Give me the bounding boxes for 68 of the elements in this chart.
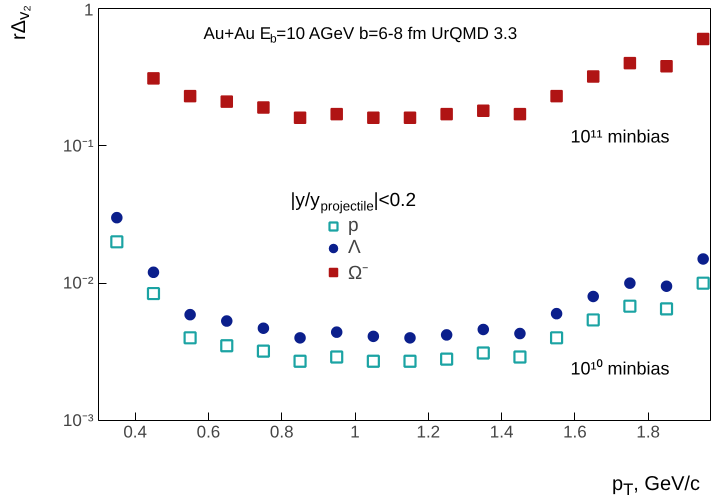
point xyxy=(330,108,343,120)
point xyxy=(368,330,380,342)
point xyxy=(696,276,710,290)
point xyxy=(257,101,270,114)
point xyxy=(366,354,380,368)
point xyxy=(404,332,416,344)
point xyxy=(294,332,306,344)
point xyxy=(256,344,270,358)
x-tick-label: 1.4 xyxy=(490,422,514,442)
point xyxy=(697,253,709,265)
point xyxy=(367,112,380,124)
point xyxy=(660,280,672,292)
point xyxy=(550,308,562,320)
point xyxy=(624,277,636,289)
annotation: 10¹¹ minbias xyxy=(570,126,670,146)
x-tick-label: 1.2 xyxy=(416,422,440,442)
x-axis-title: p$_{T}$, GeV/c xyxy=(612,472,700,499)
point xyxy=(110,235,124,248)
point xyxy=(221,315,233,327)
annotation: 10¹⁰ minbias xyxy=(570,358,670,378)
point xyxy=(184,308,196,320)
x-tick-label: 0.8 xyxy=(270,422,294,442)
point xyxy=(586,313,600,327)
point xyxy=(476,346,490,360)
point xyxy=(660,302,674,316)
point xyxy=(514,328,526,340)
point xyxy=(696,32,710,46)
point xyxy=(330,350,344,364)
point xyxy=(148,266,160,278)
y-tick-label: 1 xyxy=(84,0,94,20)
y-tick-label: 10⁻³ xyxy=(62,411,94,430)
point xyxy=(440,352,454,366)
x-tick-label: 1.8 xyxy=(636,422,660,442)
point xyxy=(294,112,306,124)
x-tick-label: 0.4 xyxy=(123,422,147,442)
x-tick-label: 1 xyxy=(350,422,360,442)
point xyxy=(220,95,234,108)
y-tick-label: 10⁻² xyxy=(62,274,94,293)
point xyxy=(623,300,636,313)
point xyxy=(477,104,490,118)
point xyxy=(147,72,160,85)
point xyxy=(513,350,527,364)
point xyxy=(478,324,490,336)
point xyxy=(220,339,234,352)
point xyxy=(184,90,196,102)
point xyxy=(330,326,342,338)
point xyxy=(403,354,417,368)
point xyxy=(440,329,452,341)
point xyxy=(146,286,160,300)
point xyxy=(660,60,673,72)
point xyxy=(111,212,123,224)
point xyxy=(293,354,307,368)
point xyxy=(258,322,270,334)
point xyxy=(184,331,197,344)
legend-label: Λ xyxy=(348,237,362,259)
point xyxy=(624,56,636,70)
point xyxy=(514,108,526,120)
y-tick-label: 10⁻¹ xyxy=(62,136,94,156)
legend-label: Ω⁻ xyxy=(348,262,368,285)
point xyxy=(550,90,563,102)
x-tick-label: 1.6 xyxy=(563,422,587,442)
point xyxy=(587,290,599,302)
legend-label: p xyxy=(348,215,360,237)
point xyxy=(550,331,564,344)
point xyxy=(404,112,416,124)
point xyxy=(440,108,453,120)
point xyxy=(586,70,600,83)
x-tick-label: 0.6 xyxy=(196,422,220,442)
